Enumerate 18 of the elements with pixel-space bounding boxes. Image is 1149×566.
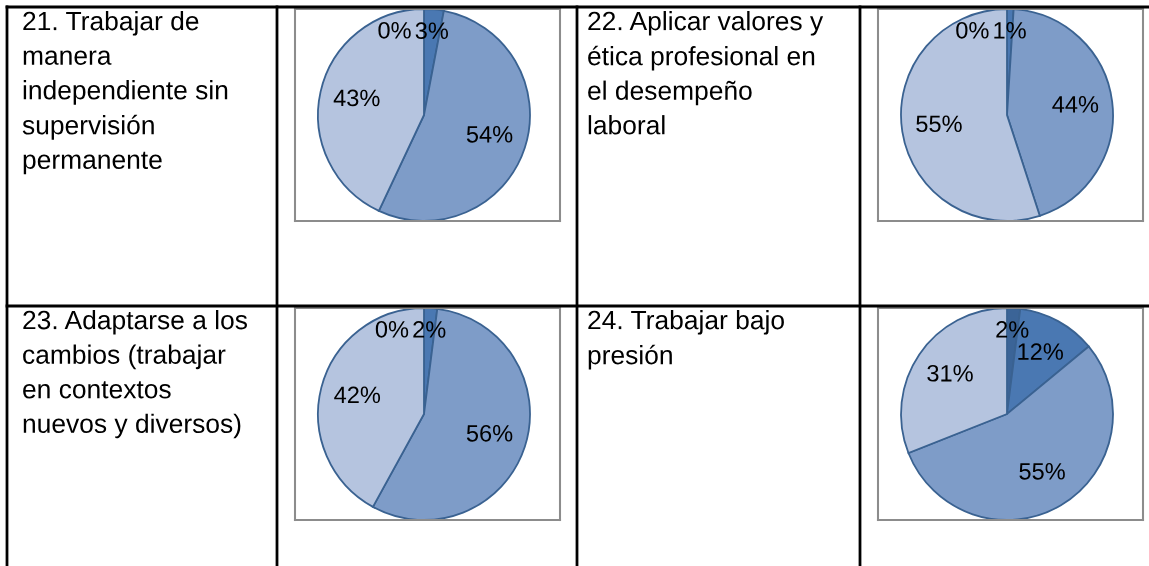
data-label: 55% [1019, 463, 1065, 480]
text: 0% [956, 21, 989, 39]
data-label: 12% [1018, 343, 1063, 360]
data-label: 2% [413, 321, 446, 338]
text: 0% [378, 21, 411, 39]
text: 23. Adaptarse a los cambios (trabajar en contextos nuevos y diversos) [23, 310, 247, 439]
data-label: 43% [333, 89, 380, 107]
data-label: 31% [927, 364, 973, 382]
text: 24. Trabajar bajo presión [588, 310, 784, 370]
data-label: 55% [916, 115, 962, 133]
text: 21. Trabajar de manera independiente sin supervisión permanente [22, 11, 228, 175]
data-label: 1% [994, 22, 1026, 39]
data-label: 42% [334, 386, 381, 404]
text: 0% [375, 320, 409, 338]
data-label: 44% [1052, 96, 1099, 113]
text: 22. Aplicar valores y ética profesional en el desempeño laboral [588, 11, 824, 135]
data-label: 54% [466, 126, 513, 143]
data-label: 56% [466, 424, 513, 442]
